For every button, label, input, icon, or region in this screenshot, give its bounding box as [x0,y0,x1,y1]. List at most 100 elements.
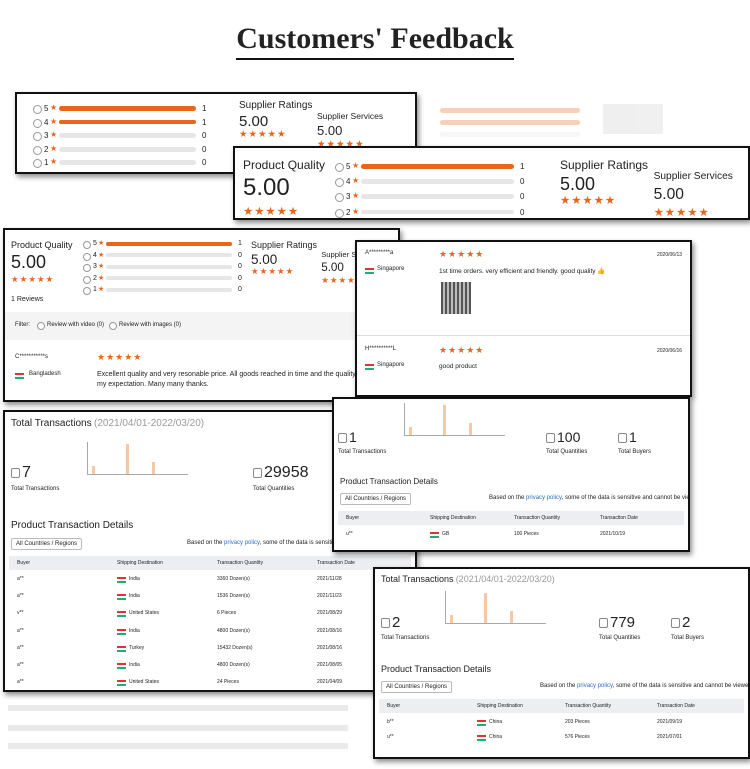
star-count: 0 [202,131,207,141]
flag [117,577,126,583]
stat-value: 29958 [264,464,309,481]
stat-label: Total Quantities [546,449,588,455]
table-cell: 2021/11/28 [317,576,342,582]
table-header [9,556,411,570]
table-cell: 2021/11/23 [317,593,342,600]
period: (2021/04/01-2022/03/20) [94,418,205,429]
radio [33,118,42,128]
privacy-text: , some of the data is sensitive and cann… [259,540,401,546]
table-header [379,699,744,713]
stat-value: 2 [392,614,401,631]
bar-track [361,179,514,184]
bar-fill [59,119,196,125]
column-header: Shipping Destination [430,515,476,521]
radio [335,163,344,172]
bar-track [59,119,196,125]
stat-icon [671,618,680,628]
bar-fill [361,164,514,169]
region-filter[interactable]: All Countries / Regions [11,538,83,550]
stat-value: 1 [349,429,357,445]
label: Supplier Services [653,171,733,183]
flag [117,680,126,687]
details-title: Product Transaction Details [340,477,438,486]
privacy-note: Based on the privacy policy, some of the… [187,540,400,546]
faded-fill [440,108,580,113]
table-cell: India [129,627,140,634]
filter-option[interactable]: Review with video (0) [47,322,105,328]
table-cell: 1536 Dozen(s) [217,593,250,600]
label: Supplier Ratings [251,240,318,250]
star-count: 0 [202,144,207,154]
privacy-link[interactable]: privacy policy [526,495,562,501]
title-text: Customers' Feedback [236,22,514,60]
faded-block [603,104,663,134]
region-filter[interactable]: All Countries / Regions [381,681,453,693]
flag [117,611,126,618]
flag [117,594,126,601]
table-cell: 203 Pieces [565,719,590,725]
bar-track [106,287,232,292]
stat-icon [11,468,20,478]
star-level: 4 [346,177,351,187]
reviewer: A*********a [365,250,394,256]
details-title: Product Transaction Details [11,520,134,531]
table-cell: China [489,719,503,725]
stat-label: Total Buyers [671,635,705,641]
faded-background [425,98,750,148]
star-icon [98,274,104,282]
flag [477,720,486,726]
table-cell: 100 Pieces [514,531,539,537]
star-icon [352,191,359,200]
table-cell: 2021/04/09 [317,679,343,686]
star-count: 1 [202,104,207,113]
table-cell: a** [17,593,24,600]
star-icon [98,262,104,270]
table-cell: 2021/07/01 [657,734,683,740]
score: 5.00 [11,251,47,272]
mini-chart [87,442,188,475]
table-cell: 3360 Dozen(s) [217,576,250,582]
table-cell: India [129,662,140,668]
flag [117,663,126,669]
table-cell: 2021/08/05 [317,662,343,668]
filter-radio [37,322,45,330]
stat-icon [338,433,347,443]
reviewer: H**********L [365,346,397,352]
table-cell: a** [17,644,24,651]
privacy-note: Based on the privacy policy, some of the… [540,683,750,689]
transactions-panel: Total Transactions (2021/04/01-2022/03/20… [3,410,417,692]
score: 5.00 [251,251,278,267]
filter-option[interactable]: Review with images (0) [119,322,182,328]
bar-track [361,164,514,169]
column-header: Shipping Destination [477,703,523,709]
flag [477,735,486,741]
region-filter[interactable]: All Countries / Regions [340,493,412,505]
stars [97,352,142,363]
stat-icon [546,433,555,443]
faded-line [8,725,348,731]
review-image [441,282,471,314]
star-level: 3 [44,131,49,141]
faded-line [8,705,348,711]
bar-fill [59,106,196,111]
table-cell: 2021/10/19 [600,531,626,537]
star-icon [352,207,359,216]
flag [15,373,24,379]
radio [335,178,344,188]
privacy-text: , some of the data is sensitive and cann… [612,683,750,689]
stars [11,274,54,285]
privacy-link[interactable]: privacy policy [224,540,260,546]
star-level: 1 [93,286,97,293]
bar-track [106,253,232,258]
radio [335,193,344,203]
score: 5.00 [317,123,343,138]
star-level: 3 [346,192,351,202]
table-cell: 2021/08/29 [317,610,343,617]
stars [251,266,294,277]
stars [439,345,484,356]
privacy-link[interactable]: privacy policy [577,683,613,689]
radio [83,241,91,249]
star-icon [98,251,104,259]
